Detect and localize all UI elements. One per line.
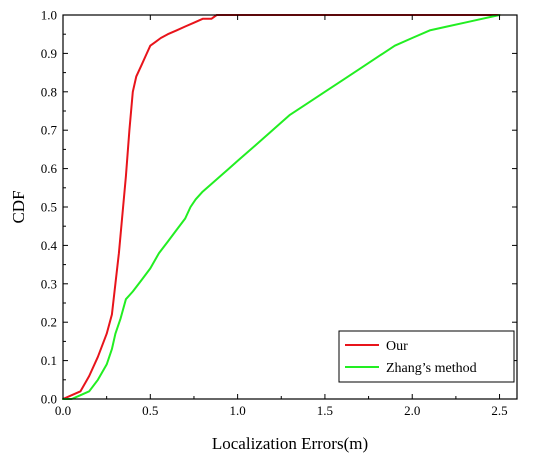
y-tick-label: 0.9 <box>41 46 57 61</box>
y-tick-label: 0.0 <box>41 392 57 407</box>
y-axis-label: CDF <box>9 190 28 223</box>
y-tick-label: 0.5 <box>41 200 57 215</box>
legend-label: Zhang’s method <box>386 361 477 376</box>
y-tick-label: 1.0 <box>41 8 57 23</box>
x-tick-label: 2.5 <box>491 403 507 418</box>
x-axis-label: Localization Errors(m) <box>212 434 368 453</box>
y-tick-label: 0.3 <box>41 276 57 291</box>
x-tick-label: 0.5 <box>142 403 158 418</box>
x-tick-label: 1.5 <box>317 403 333 418</box>
legend: Our Zhang’s method <box>338 330 515 383</box>
x-tick-label: 2.0 <box>404 403 420 418</box>
ticks-layer: 0.0 0.5 1.0 1.5 2.0 2.5 0.0 0.1 0.2 0.3 0.4 0.5 0.6 0… <box>41 8 517 418</box>
y-tick-label: 0.7 <box>41 123 58 138</box>
series-line-zhangs-method <box>62 14 501 400</box>
x-tick-label: 0.0 <box>55 403 71 418</box>
x-tick-label: 1.0 <box>229 403 245 418</box>
legend-label: Our <box>386 339 408 354</box>
y-tick-label: 0.6 <box>41 161 58 176</box>
y-tick-label: 0.1 <box>41 353 57 368</box>
y-tick-label: 0.2 <box>41 315 57 330</box>
y-tick-label: 0.4 <box>41 238 58 253</box>
legend-box <box>338 330 515 383</box>
y-tick-label: 0.8 <box>41 84 57 99</box>
